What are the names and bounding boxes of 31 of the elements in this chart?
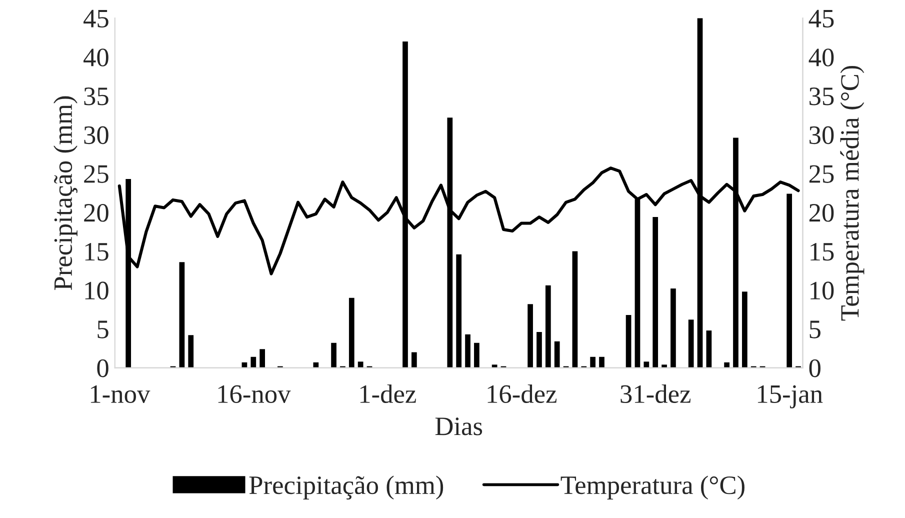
y2-tick-label: 10 (810, 282, 834, 300)
y-tick-label: 25 (84, 165, 108, 183)
y-tick-label: 35 (84, 88, 108, 106)
x-axis-title: Dias (435, 418, 482, 436)
y-tick-label: 20 (84, 204, 108, 222)
y-tick-label: 40 (84, 48, 108, 66)
y-tick-label: 30 (84, 126, 108, 144)
y-tick-label: 45 (84, 10, 108, 28)
x-tick-label: 1-nov (90, 385, 150, 404)
y-axis-title: Precipitação (mm) (54, 96, 78, 290)
y-tick-label: 5 (98, 320, 108, 338)
y-tick-label: 15 (85, 242, 108, 261)
x-tick-label: 16-dez (488, 384, 557, 404)
y2-tick-label: 45 (808, 10, 834, 28)
legend-label: Temperatura (°C) (560, 476, 744, 500)
y2-tick-label: 25 (809, 165, 834, 183)
y2-tick-label: 20 (809, 204, 834, 222)
y-tick-label: 10 (85, 282, 108, 300)
y2-tick-label: 30 (810, 126, 834, 144)
y2-tick-label: 0 (809, 359, 820, 378)
y-tick-label: 0 (97, 359, 108, 378)
y2-axis-title: Temperatura média (°C) (840, 66, 864, 321)
x-tick-label: 31-dez (620, 384, 691, 404)
legend-label: Precipitação (mm) (249, 476, 444, 500)
y2-tick-label: 5 (810, 320, 820, 338)
y2-tick-label: 35 (810, 88, 834, 106)
x-tick-label: 15-jan (758, 385, 823, 408)
y2-tick-label: 40 (808, 48, 834, 66)
y2-tick-label: 15 (810, 242, 834, 261)
x-tick-label: 1-dez (360, 384, 416, 404)
x-tick-label: 16-nov (218, 385, 291, 404)
